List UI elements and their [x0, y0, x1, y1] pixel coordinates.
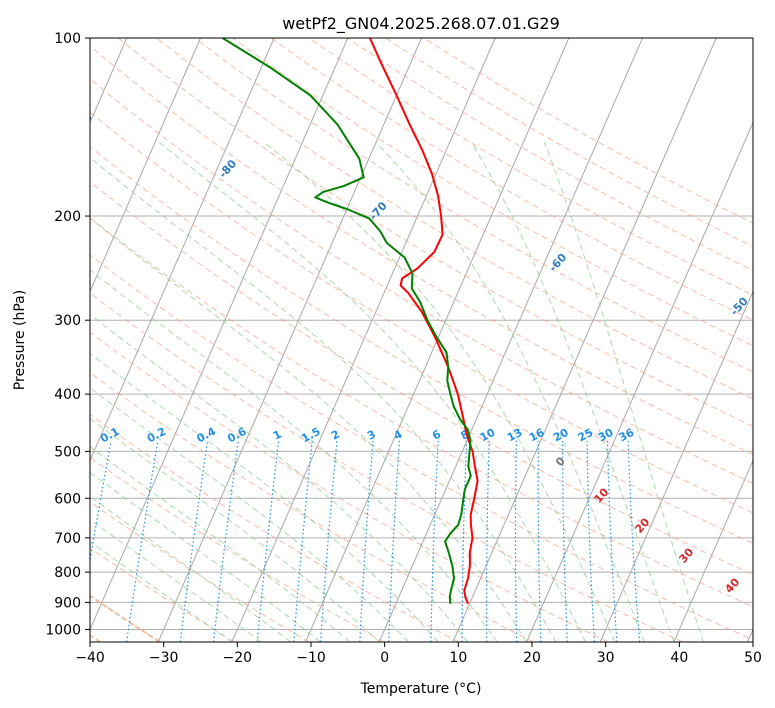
moist-adiabat-line: [543, 142, 704, 642]
dendritic-lines: [90, 594, 161, 642]
dry-adiabat-line: [90, 181, 753, 576]
x-tick-label: −30: [149, 650, 179, 666]
mixing-ratio-line: [627, 440, 641, 642]
mixing-ratio-line: [461, 440, 468, 642]
isotherm-line: [157, 38, 422, 642]
y-tick-label: 200: [54, 209, 81, 225]
mixing-ratio-line: [486, 440, 490, 642]
dry-adiabat-line: [90, 372, 534, 642]
y-axis-label: Pressure (hPa): [12, 290, 28, 390]
isotherms: [90, 38, 753, 642]
mixing-ratio-label: 16: [527, 426, 547, 445]
pressure-gridlines: [90, 38, 753, 630]
y-tick-label: 400: [54, 387, 81, 403]
mixing-ratio-line: [126, 440, 159, 642]
dry-adiabat-line: [90, 501, 310, 642]
mixing-ratio-line: [430, 440, 439, 642]
dry-adiabat-line: [232, 38, 753, 347]
x-tick-label: −20: [223, 650, 253, 666]
mixing-ratio-label: 20: [551, 426, 571, 445]
isotherm-line: [90, 38, 275, 462]
y-tick-label: 500: [54, 444, 81, 460]
y-tick-label: 1000: [45, 622, 81, 638]
mixing-ratio-label: 10: [478, 426, 498, 445]
dewpoint-profile-line: [222, 38, 472, 604]
dry-adiabat-line: [156, 38, 753, 400]
x-axis-label: Temperature (°C): [360, 681, 482, 697]
plot-layer: 0.10.20.40.611.52346810131620253036-100-…: [90, 38, 753, 642]
y-tick-label: 900: [54, 595, 81, 611]
mixing-ratio-line: [212, 440, 239, 642]
moist-adiabat-line: [158, 141, 586, 642]
mixing-ratio-label: 30: [596, 426, 616, 445]
moist-adiabat-line: [90, 387, 410, 642]
isotherm-line: [673, 459, 753, 642]
mixing-ratio-lines: [90, 440, 641, 642]
mixing-ratio-line: [514, 440, 518, 642]
x-tick-label: 40: [670, 650, 688, 666]
dry-adiabat-line: [90, 217, 753, 608]
dry-adiabat-line: [90, 331, 609, 642]
x-tick-label: 50: [744, 650, 762, 666]
dry-adiabat-line: [118, 38, 753, 427]
isotherm-line: [599, 290, 753, 642]
mixing-ratio-line: [90, 440, 112, 564]
mixing-ratio-line: [606, 440, 618, 642]
x-tick-label: 20: [523, 650, 541, 666]
x-tick-label: 30: [597, 650, 615, 666]
y-tick-label: 600: [54, 491, 81, 507]
sounding-profiles: [222, 38, 479, 605]
moist-adiabat-line: [375, 141, 645, 642]
moist-adiabat-line: [90, 352, 439, 642]
dry-adiabat-line: [90, 111, 753, 514]
x-axis: −40 −30 −20 −10 0 10 20 30 40 50: [75, 642, 762, 666]
y-tick-label: 800: [54, 565, 81, 581]
mixing-ratio-line: [586, 440, 595, 642]
chart-title: wetPf2_GN04.2025.268.07.01.G29: [282, 14, 560, 34]
isotherm-line: [378, 38, 643, 642]
mixing-ratio-line: [537, 440, 542, 642]
y-tick-label: 300: [54, 313, 81, 329]
dendritic-line: [90, 594, 161, 642]
isotherm-line: [526, 121, 753, 642]
mixing-ratio-label: 25: [576, 426, 596, 445]
moist-adiabat-line: [263, 141, 616, 642]
dry-adiabat-line: [90, 146, 753, 544]
isotherm-line: [452, 38, 717, 642]
mixing-ratio-line: [293, 440, 313, 642]
plot-frame: [89, 37, 754, 643]
mixing-ratio-label: 13: [505, 426, 525, 445]
moist-adiabat-line: [90, 496, 292, 642]
isotherm-line: [90, 38, 201, 293]
dry-adiabat-line: [90, 413, 459, 642]
mixing-ratio-line: [256, 440, 280, 642]
mixing-ratio-line: [359, 440, 374, 642]
moist-adiabat-line: [470, 141, 675, 642]
moist-adiabat-line: [90, 269, 498, 642]
mixing-ratio-line: [388, 440, 401, 642]
mixing-ratio-line: [561, 440, 568, 642]
y-tick-label: 100: [54, 31, 81, 47]
isotherm-line: [90, 38, 349, 631]
x-tick-label: −10: [296, 650, 326, 666]
dry-adiabats: [90, 38, 753, 642]
x-tick-label: 10: [449, 650, 467, 666]
dry-adiabat-line: [270, 38, 753, 321]
x-tick-label: 0: [380, 650, 389, 666]
isotherm-line: [231, 38, 496, 642]
y-axis: 100 200 300 400 500 600 700 800 900 1000: [45, 31, 90, 638]
moist-adiabat-line: [90, 156, 557, 642]
dry-adiabat-line: [90, 45, 753, 456]
mixing-ratio-line: [179, 440, 209, 642]
moist-adiabat-line: [90, 471, 321, 642]
mixing-ratio-line: [320, 440, 338, 642]
mixing-ratio-label: 36: [617, 426, 637, 445]
x-tick-label: −40: [75, 650, 105, 666]
y-tick-label: 700: [54, 531, 81, 547]
moist-adiabat-line: [90, 446, 351, 642]
dry-adiabat-line: [90, 456, 385, 642]
moist-adiabat-line: [90, 313, 468, 642]
